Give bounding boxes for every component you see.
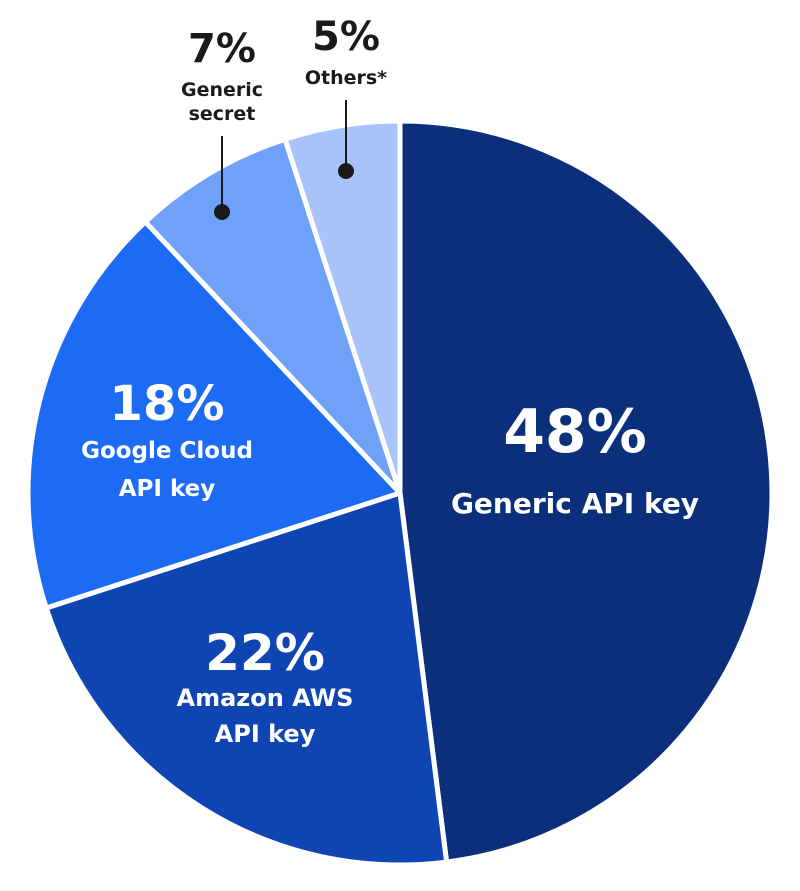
slice-percent-amazon-aws: 22%: [205, 624, 325, 682]
pie-slice-generic-secret: [142, 136, 403, 496]
slice-label-generic-secret-line1: Generic: [181, 79, 263, 101]
pie-slices: [25, 118, 775, 868]
slice-percent-google-cloud: 18%: [110, 376, 225, 432]
slice-percent-others: 5%: [312, 14, 380, 60]
slice-label-generic-secret-line2: secret: [189, 103, 256, 125]
slice-label-others: Others*: [305, 67, 387, 89]
pie-slice-others: [282, 118, 403, 496]
pie-slice-amazon-aws: [43, 490, 450, 868]
slice-percent-generic-secret: 7%: [188, 26, 256, 72]
slice-label-generic-api-key: Generic API key: [451, 487, 699, 520]
pie-slice-google-cloud: [25, 219, 403, 611]
slice-label-google-cloud-line2: API key: [119, 476, 216, 502]
slice-label-amazon-aws-line2: API key: [215, 720, 316, 748]
slice-label-amazon-aws-line1: Amazon AWS: [177, 684, 354, 712]
slice-label-google-cloud-line1: Google Cloud: [81, 438, 253, 464]
leader-lines: [214, 100, 354, 220]
slice-percent-generic-api-key: 48%: [503, 397, 647, 467]
pie-slice-generic-api-key: [397, 118, 775, 865]
leader-dot-generic-secret: [214, 204, 230, 220]
leader-dot-others: [338, 163, 354, 179]
slice-labels: 48% Generic API key 22% Amazon AWS API k…: [81, 14, 699, 748]
